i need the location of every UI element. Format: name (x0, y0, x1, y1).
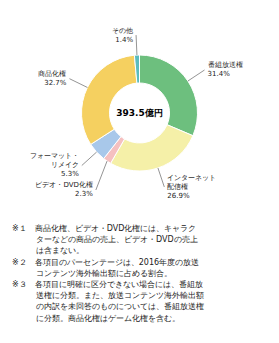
html-text:393.5億円: 393.5億円 (116, 108, 163, 118)
svg-text:インターネット配信権26.9%: インターネット配信権26.9% (167, 174, 216, 200)
svg-text:フォーマット・リメイク5.3%: フォーマット・リメイク5.3% (30, 152, 79, 178)
svg-text:その他1.4%: その他1.4% (112, 27, 133, 44)
svg-text:商品化権32.7%: 商品化権32.7% (38, 70, 66, 87)
svg-text:ビデオ・DVD化権2.3%: ビデオ・DVD化権2.3% (35, 181, 93, 198)
svg-text:番組放送権31.4%: 番組放送権31.4% (208, 61, 243, 78)
html-text:※１ 商品化権、ビデオ・DVD化権には、キャラク ターなどの: ※１ 商品化権、ビデオ・DVD化権には、キャラク ターなどの商品の売上、ビデオ・… (12, 224, 204, 323)
